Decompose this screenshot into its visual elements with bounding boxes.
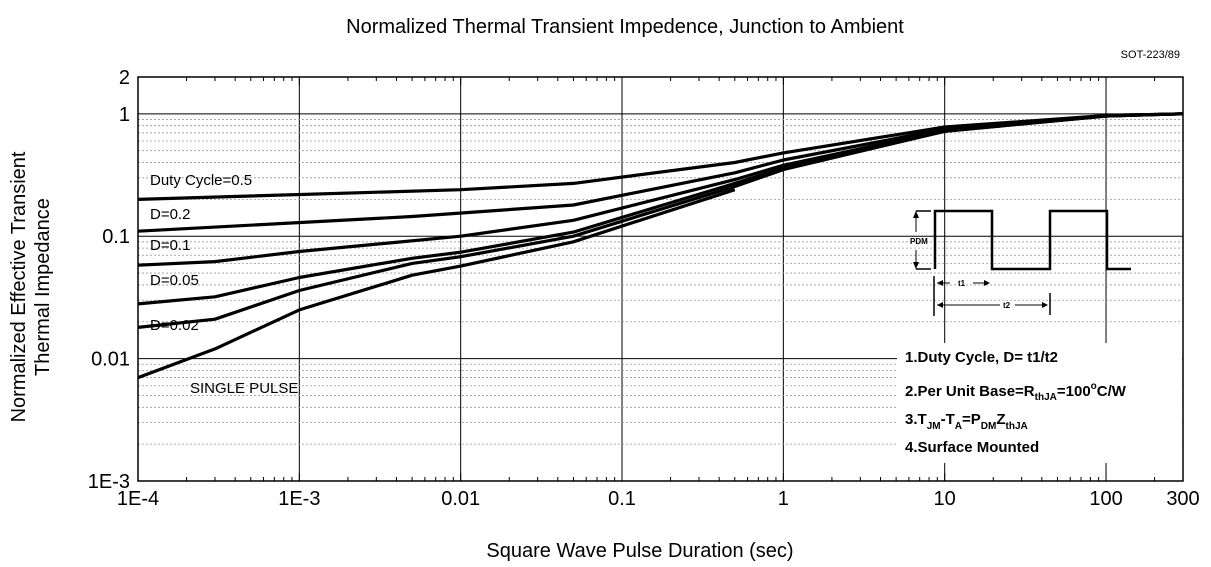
x-tick-label: 0.1	[608, 488, 636, 510]
label-duty-cycle-0.5: Duty Cycle=0.5	[150, 172, 252, 189]
label-d-0.1: D=0.1	[150, 237, 190, 254]
notes: 1.Duty Cycle, D= t1/t2 2.Per Unit Base=R…	[905, 349, 1127, 456]
pulse-waveform	[933, 209, 1131, 271]
y-tick-labels: 2 1 0.1 0.01 1E-3	[88, 67, 130, 493]
x-tick-label: 100	[1089, 488, 1122, 510]
t1-label: t1	[958, 279, 966, 288]
series-line-single-pulse	[137, 188, 736, 380]
note-2: 2.Per Unit Base=RthJA=100oC/W	[905, 381, 1127, 403]
y-axis-label-line2: Thermal Impedance	[32, 198, 54, 376]
chart-subtitle: SOT-223/89	[1121, 49, 1180, 61]
series-line-d-0-02	[137, 112, 1184, 329]
notes-box	[897, 343, 1182, 463]
plot-frame	[137, 76, 1184, 482]
x-tick-label: 1	[778, 488, 789, 510]
x-tick-label: 1E-3	[278, 488, 320, 510]
y-tick-label: 2	[119, 67, 130, 89]
y-tick-label: 0.01	[91, 349, 130, 371]
note-3: 3.TJM-TA=PDMZthJA	[905, 411, 1028, 432]
note-4: 4.Surface Mounted	[905, 439, 1039, 456]
x-tick-label: 0.01	[441, 488, 480, 510]
label-d-0.2: D=0.2	[150, 206, 190, 223]
plot-grid	[137, 76, 1184, 481]
label-d-0.05: D=0.05	[150, 272, 199, 289]
x-axis-label: Square Wave Pulse Duration (sec)	[486, 540, 793, 562]
note-1: 1.Duty Cycle, D= t1/t2	[905, 349, 1058, 366]
x-tick-label: 10	[934, 488, 956, 510]
y-tick-label: 0.1	[102, 226, 130, 248]
label-single-pulse: SINGLE PULSE	[190, 380, 298, 397]
label-d-0.02: D=0.02	[150, 317, 199, 334]
series-group	[137, 112, 1184, 380]
pulse-inset: PDM t1 t2	[910, 209, 1131, 316]
y-tick-label: 1E-3	[88, 471, 130, 493]
y-tick-label: 1	[119, 104, 130, 126]
x-tick-label: 300	[1166, 488, 1199, 510]
x-tick-label: 1E-4	[117, 488, 159, 510]
series-line-d-0-1	[137, 112, 1184, 267]
chart-title: Normalized Thermal Transient Impedence, …	[346, 16, 904, 38]
t2-label: t2	[1003, 301, 1011, 310]
x-tick-labels: 1E-4 1E-3 0.01 0.1 1 10 100 300	[117, 488, 1200, 510]
pdm-label: PDM	[910, 237, 928, 246]
y-axis-label-line1: Normalized Effective Transient	[8, 151, 30, 422]
